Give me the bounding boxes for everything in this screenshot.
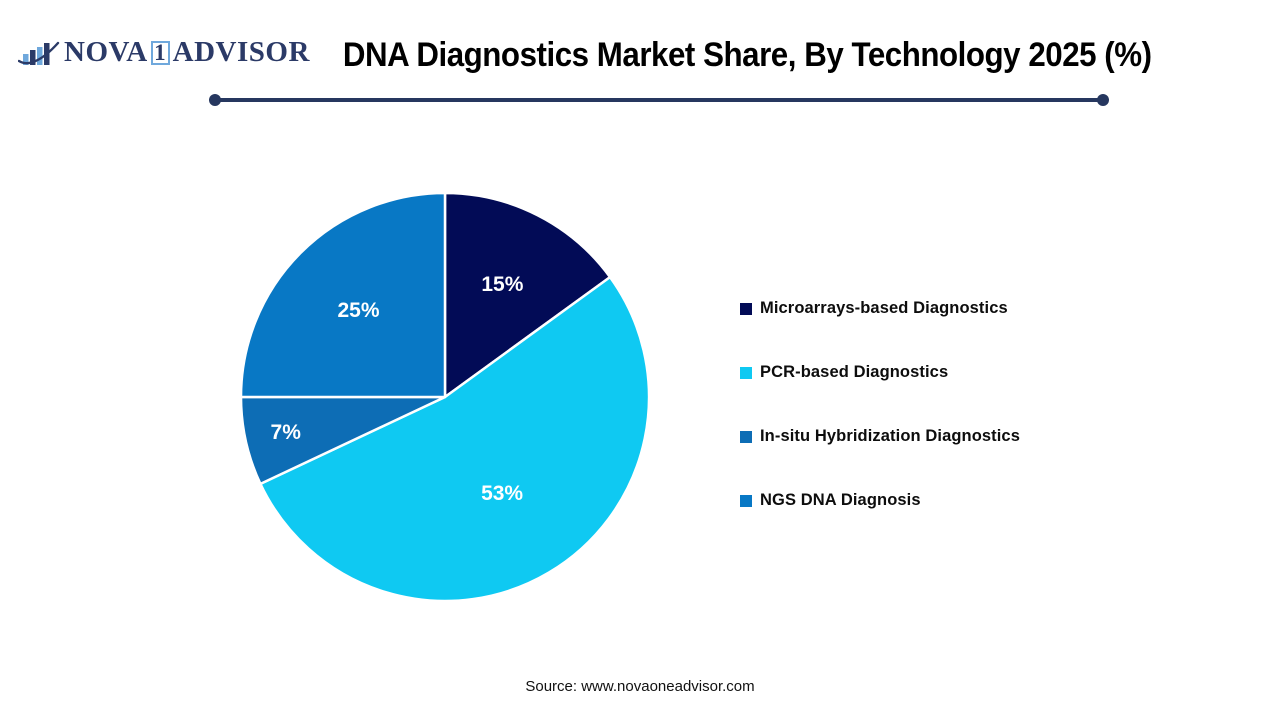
legend-swatch-icon (740, 366, 752, 379)
slice-data-label-2: 53% (481, 482, 523, 505)
slice-data-label-3: 7% (271, 421, 302, 444)
legend-label: Microarrays-based Diagnostics (760, 299, 1008, 317)
legend: Microarrays-based Diagnostics PCR-based D… (740, 298, 1020, 554)
page-title: DNA Diagnostics Market Share, By Technol… (342, 36, 1152, 74)
logo-text-advisor: ADVISOR (172, 36, 310, 68)
pie-slice-4 (239, 191, 447, 399)
pie-slice-1 (443, 191, 612, 399)
source-text: Source: www.novaoneadvisor.com (525, 678, 755, 695)
legend-item-4: NGS DNA Diagnosis (740, 490, 1020, 511)
brand-logo: NOVA 1 ADVISOR (18, 36, 310, 69)
slice-data-label-1: 15% (481, 273, 523, 296)
legend-item-1: Microarrays-based Diagnostics (740, 298, 1020, 319)
title-underline (209, 94, 1109, 106)
pie-chart: 15% 53% 7% 25% (239, 191, 651, 603)
legend-swatch-icon (740, 302, 752, 315)
slice-data-label-4: 25% (337, 299, 379, 322)
logo-text-nova: NOVA (64, 36, 148, 68)
legend-item-3: In-situ Hybridization Diagnostics (740, 426, 1020, 447)
legend-label: PCR-based Diagnostics (760, 363, 949, 381)
legend-swatch-icon (740, 494, 752, 507)
legend-label: In-situ Hybridization Diagnostics (760, 427, 1020, 445)
legend-swatch-icon (740, 430, 752, 443)
pie-slice-2 (259, 275, 651, 603)
legend-item-2: PCR-based Diagnostics (740, 362, 1020, 383)
bar-chart-swoosh-icon (18, 41, 60, 65)
legend-label: NGS DNA Diagnosis (760, 491, 921, 509)
brand-wordmark: NOVA 1 ADVISOR (64, 36, 310, 69)
logo-boxed-one: 1 (150, 40, 170, 65)
